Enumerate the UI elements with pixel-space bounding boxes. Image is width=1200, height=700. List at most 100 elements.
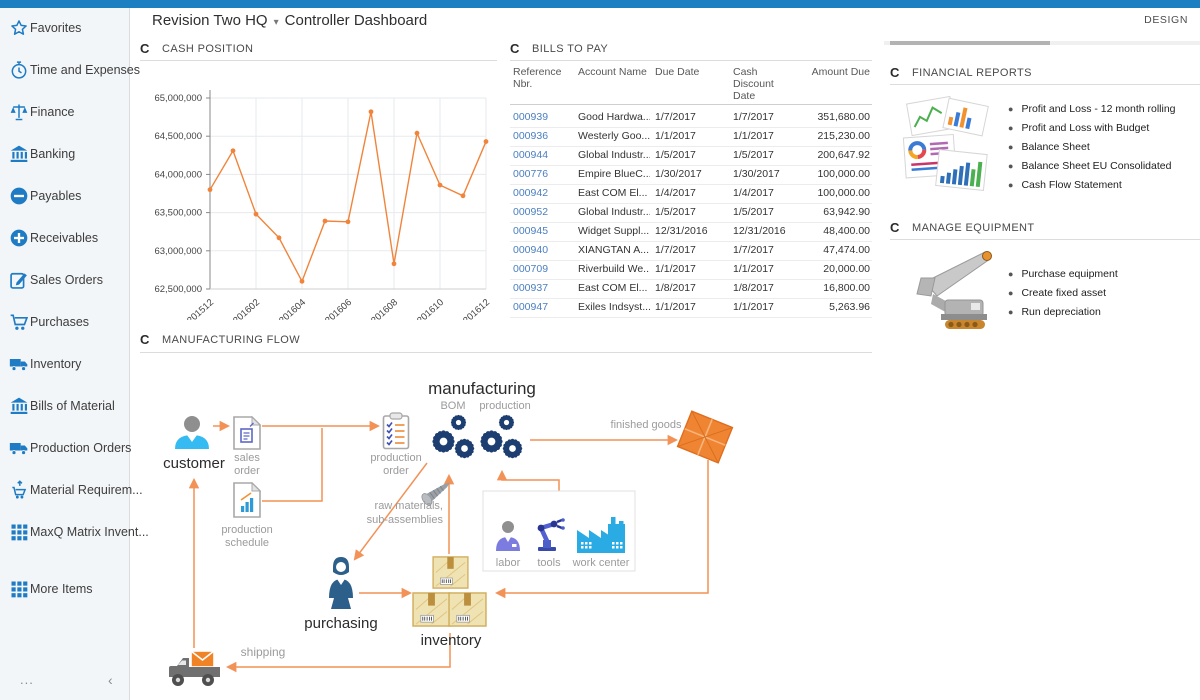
chevron-down-icon[interactable]: ▾ <box>273 17 279 28</box>
reference-link[interactable]: 000936 <box>513 130 549 142</box>
purchasing-icon[interactable] <box>329 557 353 609</box>
right-panel-scrollbar-thumb[interactable] <box>890 41 1050 45</box>
sidebar-item-favorites[interactable]: Favorites <box>0 14 129 42</box>
production-schedule-icon[interactable] <box>233 482 261 518</box>
data-point[interactable] <box>391 261 397 267</box>
due-date-cell: 1/1/2017 <box>655 301 696 313</box>
table-row[interactable]: 000944 Global Industr... 1/5/2017 1/5/2017 2… <box>510 146 872 166</box>
financial-report-link[interactable]: ● Balance Sheet EU Consolidated <box>1008 160 1172 172</box>
sidebar-item-bills-of-material[interactable]: Bills of Material <box>0 392 129 420</box>
column-header[interactable]: Amount Due <box>811 66 870 78</box>
sidebar-item-finance[interactable]: Finance <box>0 98 129 126</box>
table-row[interactable]: 000952 Global Industr... 1/5/2017 1/5/2017 6… <box>510 203 872 223</box>
data-point[interactable] <box>299 278 305 284</box>
table-row[interactable]: 000776 Empire BlueC... 1/30/2017 1/30/2017 1… <box>510 165 872 185</box>
data-point[interactable] <box>437 182 443 188</box>
table-row[interactable]: 000947 Exiles Indsyst... 1/1/2017 1/1/2017 5… <box>510 298 872 318</box>
equipment-action-link[interactable]: ● Create fixed asset <box>1008 287 1107 299</box>
inventory-boxes-icon[interactable] <box>412 556 487 627</box>
financial-report-link[interactable]: ● Balance Sheet <box>1008 141 1090 153</box>
table-row[interactable]: 000945 Widget Suppl... 12/31/2016 12/31/201… <box>510 222 872 242</box>
table-row[interactable]: 000940 XIANGTAN A... 1/7/2017 1/7/2017 47,47… <box>510 241 872 261</box>
production-gears-icon[interactable] <box>479 414 524 460</box>
cash-discount-date-cell: 1/1/2017 <box>733 263 774 275</box>
svg-text:sub-assemblies: sub-assemblies <box>367 514 444 526</box>
financial-report-link[interactable]: ● Profit and Loss with Budget <box>1008 122 1150 134</box>
sidebar-item-label: Banking <box>30 147 76 161</box>
financial-report-link[interactable]: ● Profit and Loss - 12 month rolling <box>1008 103 1176 115</box>
data-point[interactable] <box>322 218 328 224</box>
column-header[interactable]: Cash Discount Date <box>733 66 774 102</box>
cash-discount-date-cell: 1/7/2017 <box>733 111 774 123</box>
table-row[interactable]: 000937 East COM El... 1/8/2017 1/8/2017 16,8… <box>510 279 872 299</box>
grid-icon <box>9 579 29 599</box>
sidebar-item-receivables[interactable]: Receivables <box>0 224 129 252</box>
sidebar-item-label: Favorites <box>30 21 82 35</box>
account-name-cell: East COM El... <box>578 187 648 199</box>
production-order-icon[interactable] <box>382 412 410 450</box>
financial-report-link[interactable]: ● Cash Flow Statement <box>1008 179 1122 191</box>
sidebar-more-icon[interactable]: ... <box>20 672 34 687</box>
data-point[interactable] <box>253 211 259 217</box>
data-point[interactable] <box>345 219 351 225</box>
refresh-icon[interactable]: C <box>140 332 150 347</box>
design-button[interactable]: DESIGN <box>1144 14 1188 26</box>
amount-due-cell: 351,680.00 <box>817 111 870 123</box>
sidebar-collapse-icon[interactable]: ‹ <box>108 672 113 688</box>
sidebar-item-inventory[interactable]: Inventory <box>0 350 129 378</box>
shipping-truck-icon[interactable] <box>168 650 221 687</box>
refresh-icon[interactable]: C <box>890 65 900 80</box>
equipment-action-link[interactable]: ● Purchase equipment <box>1008 268 1118 280</box>
data-point[interactable] <box>207 187 213 193</box>
column-header[interactable]: Account Name <box>578 66 647 78</box>
cash-position-header: C CASH POSITION <box>140 41 497 61</box>
sidebar-item-more-items[interactable]: More Items <box>0 575 129 603</box>
column-header[interactable]: Reference Nbr. <box>513 66 562 90</box>
finished-goods-icon[interactable] <box>676 410 734 464</box>
refresh-icon[interactable]: C <box>510 41 520 56</box>
account-name-cell: Riverbuild We... <box>578 263 650 275</box>
table-row[interactable]: 000942 East COM El... 1/4/2017 1/4/2017 100,… <box>510 184 872 204</box>
company-name[interactable]: Revision Two HQ <box>152 12 268 29</box>
due-date-cell: 1/5/2017 <box>655 149 696 161</box>
reference-link[interactable]: 000937 <box>513 282 549 294</box>
column-header[interactable]: Due Date <box>655 66 700 78</box>
data-point[interactable] <box>276 235 282 241</box>
table-row[interactable]: 000936 Westerly Goo... 1/1/2017 1/1/2017 215… <box>510 127 872 147</box>
sidebar-item-production-orders[interactable]: Production Orders <box>0 434 131 462</box>
reference-link[interactable]: 000942 <box>513 187 549 199</box>
table-row[interactable]: 000939 Good Hardwa... 1/7/2017 1/7/2017 351,… <box>510 108 872 128</box>
data-point[interactable] <box>483 139 489 144</box>
due-date-cell: 1/5/2017 <box>655 206 696 218</box>
reference-link[interactable]: 000776 <box>513 168 549 180</box>
widget-title: MANUFACTURING FLOW <box>162 334 300 346</box>
data-point[interactable] <box>368 109 374 115</box>
reference-link[interactable]: 000940 <box>513 244 549 256</box>
manage-equipment-links: ● Purchase equipment ● Create fixed asset ● R… <box>1008 265 1200 325</box>
data-point[interactable] <box>230 148 236 154</box>
table-row[interactable]: 000709 Riverbuild We... 1/1/2017 1/1/2017 20… <box>510 260 872 280</box>
sales-order-icon[interactable] <box>233 416 261 450</box>
refresh-icon[interactable]: C <box>890 220 900 235</box>
reference-link[interactable]: 000947 <box>513 301 549 313</box>
reference-link[interactable]: 000939 <box>513 111 549 123</box>
reference-link[interactable]: 000944 <box>513 149 549 161</box>
bom-gears-icon[interactable] <box>431 414 476 460</box>
sidebar-item-payables[interactable]: Payables <box>0 182 129 210</box>
refresh-icon[interactable]: C <box>140 41 150 56</box>
equipment-action-link[interactable]: ● Run depreciation <box>1008 306 1101 318</box>
customer-icon[interactable] <box>175 416 209 449</box>
reference-link[interactable]: 000952 <box>513 206 549 218</box>
data-point[interactable] <box>460 193 466 199</box>
sidebar-item-time-and-expenses[interactable]: Time and Expenses <box>0 56 140 84</box>
sidebar-item-purchases[interactable]: Purchases <box>0 308 129 336</box>
sidebar-item-maxq-matrix-invent[interactable]: MaxQ Matrix Invent... <box>0 518 149 546</box>
reference-link[interactable]: 000709 <box>513 263 549 275</box>
bullet-icon: ● <box>1008 123 1014 133</box>
sidebar-item-sales-orders[interactable]: Sales Orders <box>0 266 129 294</box>
reference-link[interactable]: 000945 <box>513 225 549 237</box>
widget-title: CASH POSITION <box>162 43 254 55</box>
sidebar-item-material-requirem[interactable]: Material Requirem... <box>0 476 143 504</box>
sidebar-item-banking[interactable]: Banking <box>0 140 129 168</box>
data-point[interactable] <box>414 130 420 136</box>
